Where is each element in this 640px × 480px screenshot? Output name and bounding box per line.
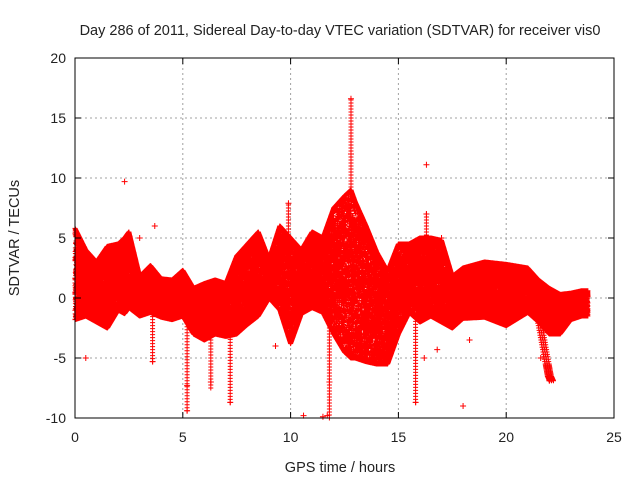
y-tick-label: -5 <box>54 350 67 366</box>
sdtvar-outlier-point <box>438 235 445 241</box>
chart-title: Day 286 of 2011, Sidereal Day-to-day VTE… <box>80 23 601 39</box>
sdtvar-outlier-point <box>347 151 354 157</box>
x-axis-title: GPS time / hours <box>285 460 395 476</box>
sdtvar-outlier-point <box>136 235 143 241</box>
sdtvar-outlier-point <box>466 337 473 343</box>
sdtvar-outlier-point <box>326 379 333 385</box>
sdtvar-outlier-point <box>434 346 441 353</box>
sdtvar-spike <box>348 97 354 283</box>
sdtvar-outlier-point <box>421 355 428 361</box>
sdtvar-outlier-point <box>460 403 467 409</box>
sdtvar-outlier-point <box>149 358 156 365</box>
y-tick-label: 5 <box>58 230 66 246</box>
y-tick-label: 10 <box>50 170 66 186</box>
series-sdtvar <box>72 95 591 421</box>
x-tick-label: 20 <box>498 429 514 445</box>
y-tick-label: 20 <box>50 50 66 66</box>
sdtvar-outlier-point <box>82 355 89 361</box>
sdtvar-outlier-point <box>423 211 430 217</box>
y-axis-ticks: -10 -5 0 5 10 15 20 <box>46 50 614 426</box>
sdtvar-outlier-point <box>319 413 326 420</box>
x-tick-label: 5 <box>179 429 187 445</box>
x-tick-label: 15 <box>391 429 407 445</box>
sdtvar-outlier-point <box>184 382 191 389</box>
sdtvar-outlier-point <box>423 161 430 168</box>
sdtvar-outlier-point <box>537 355 544 361</box>
sdtvar-outlier-point <box>285 200 292 207</box>
y-tick-label: 15 <box>50 110 66 126</box>
y-axis-title: SDTVAR / TECUs <box>7 180 23 296</box>
sdtvar-tail <box>534 313 556 384</box>
sdtvar-outlier-point <box>207 379 214 385</box>
sdtvar-spike <box>285 202 291 277</box>
x-tick-label: 0 <box>71 429 79 445</box>
y-tick-label: 0 <box>58 290 66 306</box>
sdtvar-spike <box>227 327 233 405</box>
x-tick-label: 25 <box>606 429 622 445</box>
sdtvar-outlier-point <box>227 399 234 406</box>
sdtvar-outlier-point <box>347 95 354 102</box>
sdtvar-outlier-point <box>121 178 128 185</box>
sdtvar-outlier-point <box>546 377 553 384</box>
sdtvar-outlier-point <box>412 399 419 406</box>
sdtvar-spike <box>423 211 429 277</box>
sdtvar-outlier-point <box>272 343 279 349</box>
sdtvar-outlier-point <box>151 223 158 229</box>
y-tick-label: -10 <box>46 410 66 426</box>
x-axis-ticks: 0 5 10 15 20 25 <box>71 58 622 445</box>
x-tick-label: 10 <box>283 429 299 445</box>
sdtvar-outlier-point <box>184 407 191 414</box>
